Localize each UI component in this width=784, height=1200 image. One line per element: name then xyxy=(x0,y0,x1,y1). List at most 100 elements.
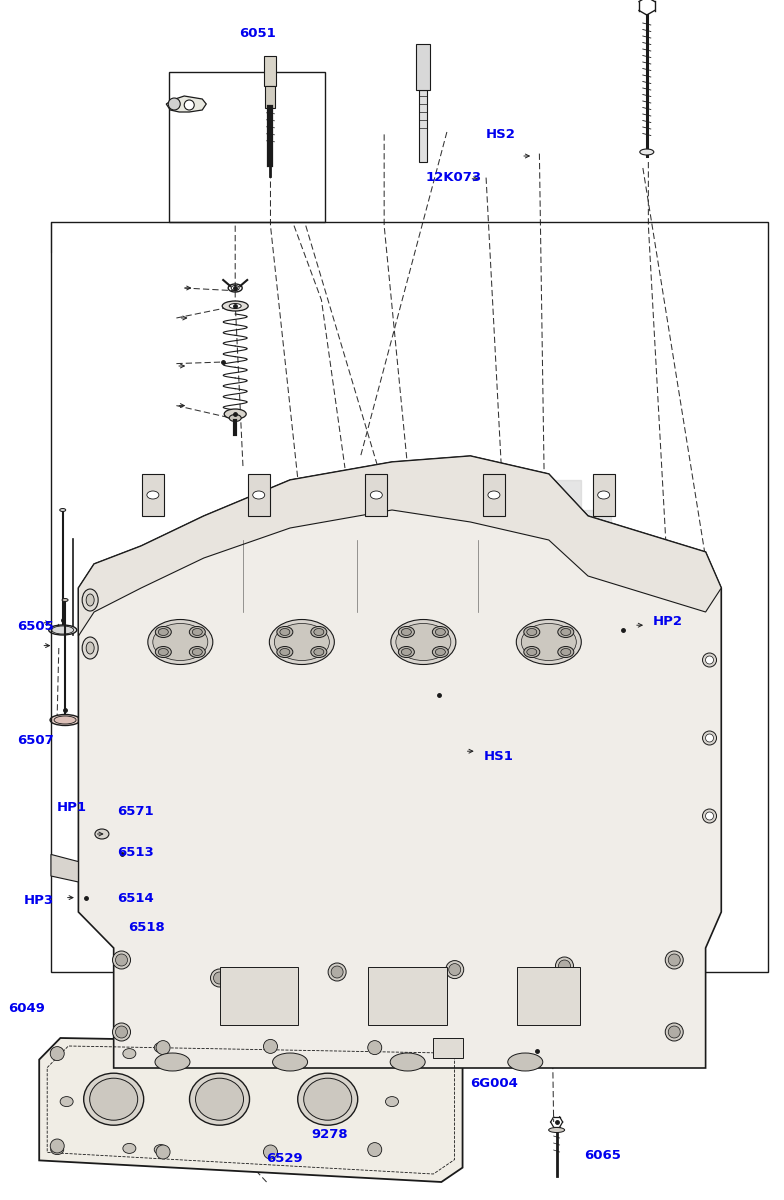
Ellipse shape xyxy=(86,642,94,654)
Bar xyxy=(255,480,263,528)
Bar xyxy=(593,474,615,516)
Ellipse shape xyxy=(277,647,293,658)
Bar xyxy=(142,474,164,516)
Circle shape xyxy=(556,958,573,976)
Ellipse shape xyxy=(192,629,202,636)
Bar xyxy=(492,660,521,690)
Bar xyxy=(431,600,461,630)
Text: 6514: 6514 xyxy=(118,893,154,905)
Ellipse shape xyxy=(155,647,172,658)
Text: 6051: 6051 xyxy=(239,28,276,40)
Circle shape xyxy=(115,954,128,966)
Ellipse shape xyxy=(521,624,576,660)
Ellipse shape xyxy=(158,648,169,655)
Bar xyxy=(248,474,270,516)
Ellipse shape xyxy=(298,1073,358,1126)
Ellipse shape xyxy=(274,624,329,660)
Circle shape xyxy=(115,1026,128,1038)
Ellipse shape xyxy=(314,648,324,655)
Ellipse shape xyxy=(86,594,94,606)
Bar xyxy=(220,967,298,1025)
Ellipse shape xyxy=(189,647,205,658)
Circle shape xyxy=(156,1145,170,1159)
Circle shape xyxy=(615,622,631,638)
Ellipse shape xyxy=(82,589,98,611)
Bar xyxy=(368,967,447,1025)
Bar xyxy=(264,56,277,86)
Ellipse shape xyxy=(50,714,80,726)
Text: 6G004: 6G004 xyxy=(470,1078,518,1090)
Ellipse shape xyxy=(432,647,448,658)
Text: HP1: HP1 xyxy=(57,802,87,814)
Circle shape xyxy=(79,890,93,905)
Bar xyxy=(521,510,551,540)
Bar xyxy=(581,510,612,540)
Ellipse shape xyxy=(189,626,205,637)
Bar xyxy=(169,72,325,222)
Ellipse shape xyxy=(430,694,448,700)
Circle shape xyxy=(328,964,346,982)
Ellipse shape xyxy=(51,1048,64,1057)
Ellipse shape xyxy=(264,1147,277,1157)
Ellipse shape xyxy=(557,647,574,658)
Bar xyxy=(492,480,521,510)
Text: 6507: 6507 xyxy=(17,734,54,746)
Ellipse shape xyxy=(508,1054,543,1070)
Ellipse shape xyxy=(148,619,212,665)
Bar xyxy=(529,1034,547,1048)
Ellipse shape xyxy=(391,619,456,665)
Circle shape xyxy=(50,1139,64,1153)
Bar xyxy=(365,474,387,516)
Text: 6513: 6513 xyxy=(118,846,154,858)
Ellipse shape xyxy=(158,629,169,636)
Ellipse shape xyxy=(192,648,202,655)
Ellipse shape xyxy=(597,491,610,499)
Ellipse shape xyxy=(396,624,451,660)
Ellipse shape xyxy=(524,626,540,637)
Ellipse shape xyxy=(155,1054,190,1070)
Ellipse shape xyxy=(640,149,654,155)
Circle shape xyxy=(169,98,180,110)
Ellipse shape xyxy=(60,509,66,511)
Ellipse shape xyxy=(370,491,383,499)
Circle shape xyxy=(702,731,717,745)
Circle shape xyxy=(666,1022,683,1040)
Ellipse shape xyxy=(82,637,98,659)
Circle shape xyxy=(448,964,461,976)
Ellipse shape xyxy=(154,1043,167,1052)
Circle shape xyxy=(702,653,717,667)
Ellipse shape xyxy=(303,1079,352,1121)
Circle shape xyxy=(113,950,130,970)
Circle shape xyxy=(702,809,717,823)
Bar xyxy=(521,570,551,600)
Polygon shape xyxy=(78,456,721,1068)
Ellipse shape xyxy=(252,491,265,499)
Ellipse shape xyxy=(255,478,263,482)
Ellipse shape xyxy=(147,491,159,499)
Ellipse shape xyxy=(123,1049,136,1058)
Circle shape xyxy=(263,1039,278,1054)
Text: HS2: HS2 xyxy=(486,128,516,140)
Circle shape xyxy=(113,1022,130,1040)
Ellipse shape xyxy=(524,647,540,658)
Bar xyxy=(266,86,275,108)
Circle shape xyxy=(619,625,628,635)
Bar xyxy=(581,570,612,600)
Ellipse shape xyxy=(549,1128,564,1133)
Ellipse shape xyxy=(229,414,241,421)
Ellipse shape xyxy=(123,1144,136,1153)
Ellipse shape xyxy=(224,409,246,419)
Ellipse shape xyxy=(84,1073,143,1126)
Text: 6049: 6049 xyxy=(8,1002,45,1014)
Text: 6518: 6518 xyxy=(128,922,165,934)
Ellipse shape xyxy=(49,625,77,635)
Polygon shape xyxy=(39,1038,463,1182)
Circle shape xyxy=(668,954,681,966)
Circle shape xyxy=(50,1046,64,1061)
Ellipse shape xyxy=(488,491,500,499)
Bar xyxy=(461,630,492,660)
Circle shape xyxy=(706,734,713,742)
Ellipse shape xyxy=(517,619,581,665)
Bar xyxy=(492,540,521,570)
Circle shape xyxy=(558,960,571,972)
